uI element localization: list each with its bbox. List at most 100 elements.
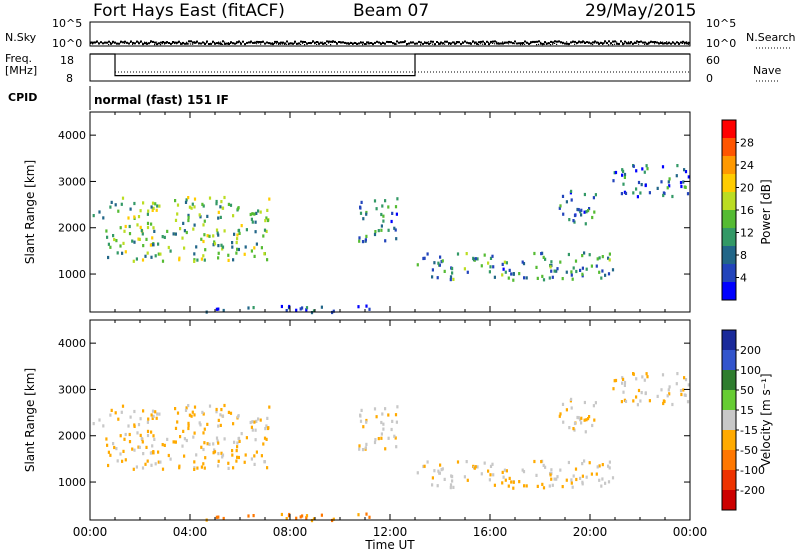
noise-search-point bbox=[332, 41, 334, 43]
power-cell bbox=[523, 276, 526, 280]
power-cell bbox=[193, 223, 196, 227]
power-cell bbox=[253, 212, 256, 216]
noise-sky-point bbox=[272, 43, 274, 46]
velocity-colorbar-color-swatch bbox=[722, 490, 736, 511]
noise-search-point bbox=[574, 43, 576, 45]
power-cell bbox=[449, 278, 452, 282]
noise-sky-point bbox=[222, 40, 224, 43]
velocity-cell bbox=[179, 435, 182, 439]
power-cell bbox=[105, 229, 108, 233]
noise-search-point bbox=[584, 41, 586, 43]
noise-search-point bbox=[320, 41, 322, 43]
noise-search-point bbox=[606, 41, 608, 43]
noise-search-point bbox=[196, 42, 198, 44]
noise-search-point bbox=[106, 42, 108, 44]
power-cell bbox=[169, 249, 172, 253]
velocity-cell bbox=[202, 431, 205, 435]
power-cell bbox=[161, 259, 165, 263]
velocity-cell bbox=[553, 477, 556, 481]
noise-sky-point bbox=[582, 40, 584, 43]
velocity-cell bbox=[512, 486, 515, 490]
noise-sky-point bbox=[278, 42, 280, 45]
power-cell bbox=[124, 250, 127, 254]
noise-search-point bbox=[676, 42, 678, 44]
velocity-cell bbox=[255, 419, 258, 423]
velocity-cell bbox=[622, 390, 625, 394]
velocity-cell bbox=[540, 460, 543, 464]
noise-search-point bbox=[656, 41, 658, 43]
noise-sky-point bbox=[362, 41, 364, 44]
noise-search-point bbox=[552, 43, 554, 45]
noise-sky-point bbox=[648, 41, 650, 44]
power-cell bbox=[152, 226, 155, 230]
noise-sky-point bbox=[162, 41, 164, 43]
power-colorbar-color-swatch bbox=[722, 246, 736, 265]
nave-tick-top: 60 bbox=[706, 54, 720, 67]
power-cell bbox=[548, 276, 551, 280]
velocity-cell bbox=[174, 426, 178, 430]
velocity-cell bbox=[551, 483, 554, 487]
power-cell bbox=[682, 180, 685, 184]
noise-search-point bbox=[184, 43, 186, 45]
velocity-cell bbox=[266, 416, 269, 420]
power-cell bbox=[220, 200, 223, 204]
power-cell bbox=[142, 244, 145, 248]
velocity-cell bbox=[185, 406, 188, 410]
noise-sky-point bbox=[634, 41, 636, 44]
power-cell bbox=[150, 222, 153, 226]
velocity-cell bbox=[150, 430, 153, 434]
noise-search-point bbox=[598, 41, 600, 43]
power-cell bbox=[585, 210, 588, 214]
velocity-cell bbox=[667, 388, 670, 392]
velocity-cell bbox=[452, 485, 455, 489]
power-cell bbox=[684, 170, 688, 174]
noise-sky-point bbox=[482, 40, 484, 43]
noise-sky-point bbox=[546, 42, 548, 45]
power-cell bbox=[203, 219, 206, 223]
velocity-cell bbox=[492, 473, 495, 477]
velocity-cell bbox=[562, 420, 565, 424]
noise-search-point bbox=[516, 42, 518, 44]
noise-search-point bbox=[610, 43, 612, 45]
noise-search-point bbox=[548, 42, 550, 44]
power-cell bbox=[113, 237, 116, 242]
noise-search-point bbox=[638, 43, 640, 45]
noise-search-point bbox=[474, 43, 476, 45]
power-cell bbox=[387, 228, 390, 232]
noise-search-point bbox=[522, 43, 524, 46]
velocity-cell bbox=[522, 470, 526, 474]
time-tick-label: 12:00 bbox=[373, 525, 408, 539]
noise-search-point bbox=[680, 41, 682, 43]
power-cell bbox=[188, 205, 191, 209]
power-cell bbox=[181, 236, 184, 240]
noise-sky-point bbox=[368, 42, 370, 45]
velocity-cell bbox=[161, 467, 165, 471]
noise-sky-point bbox=[194, 41, 196, 44]
noise-search-point bbox=[384, 42, 386, 44]
velocity-cell bbox=[449, 483, 453, 487]
noise-sky-point bbox=[514, 40, 516, 43]
velocity-colorbar-tick-label: -100 bbox=[740, 464, 765, 477]
power-cell bbox=[231, 245, 234, 249]
velocity-cell bbox=[441, 467, 444, 471]
noise-search-point bbox=[362, 44, 364, 46]
noise-sky-point bbox=[276, 40, 278, 43]
power-cell bbox=[135, 257, 138, 261]
velocity-cell bbox=[152, 434, 155, 438]
velocity-cell bbox=[587, 417, 590, 421]
power-cell bbox=[643, 170, 646, 174]
noise-search-point bbox=[626, 41, 628, 43]
noise-sky-point bbox=[112, 40, 114, 43]
noise-sky-point bbox=[90, 41, 92, 44]
power-ytick-label: 4000 bbox=[58, 129, 86, 142]
velocity-cell bbox=[380, 436, 383, 440]
power-cell bbox=[206, 214, 209, 218]
power-cell bbox=[463, 267, 466, 271]
power-cell bbox=[561, 277, 564, 281]
noise-search-point bbox=[582, 42, 584, 44]
velocity-cell bbox=[216, 439, 219, 443]
power-cell bbox=[212, 243, 215, 247]
velocity-cell bbox=[167, 453, 170, 458]
noise-sky-point bbox=[566, 42, 568, 45]
velocity-cell bbox=[585, 475, 588, 479]
